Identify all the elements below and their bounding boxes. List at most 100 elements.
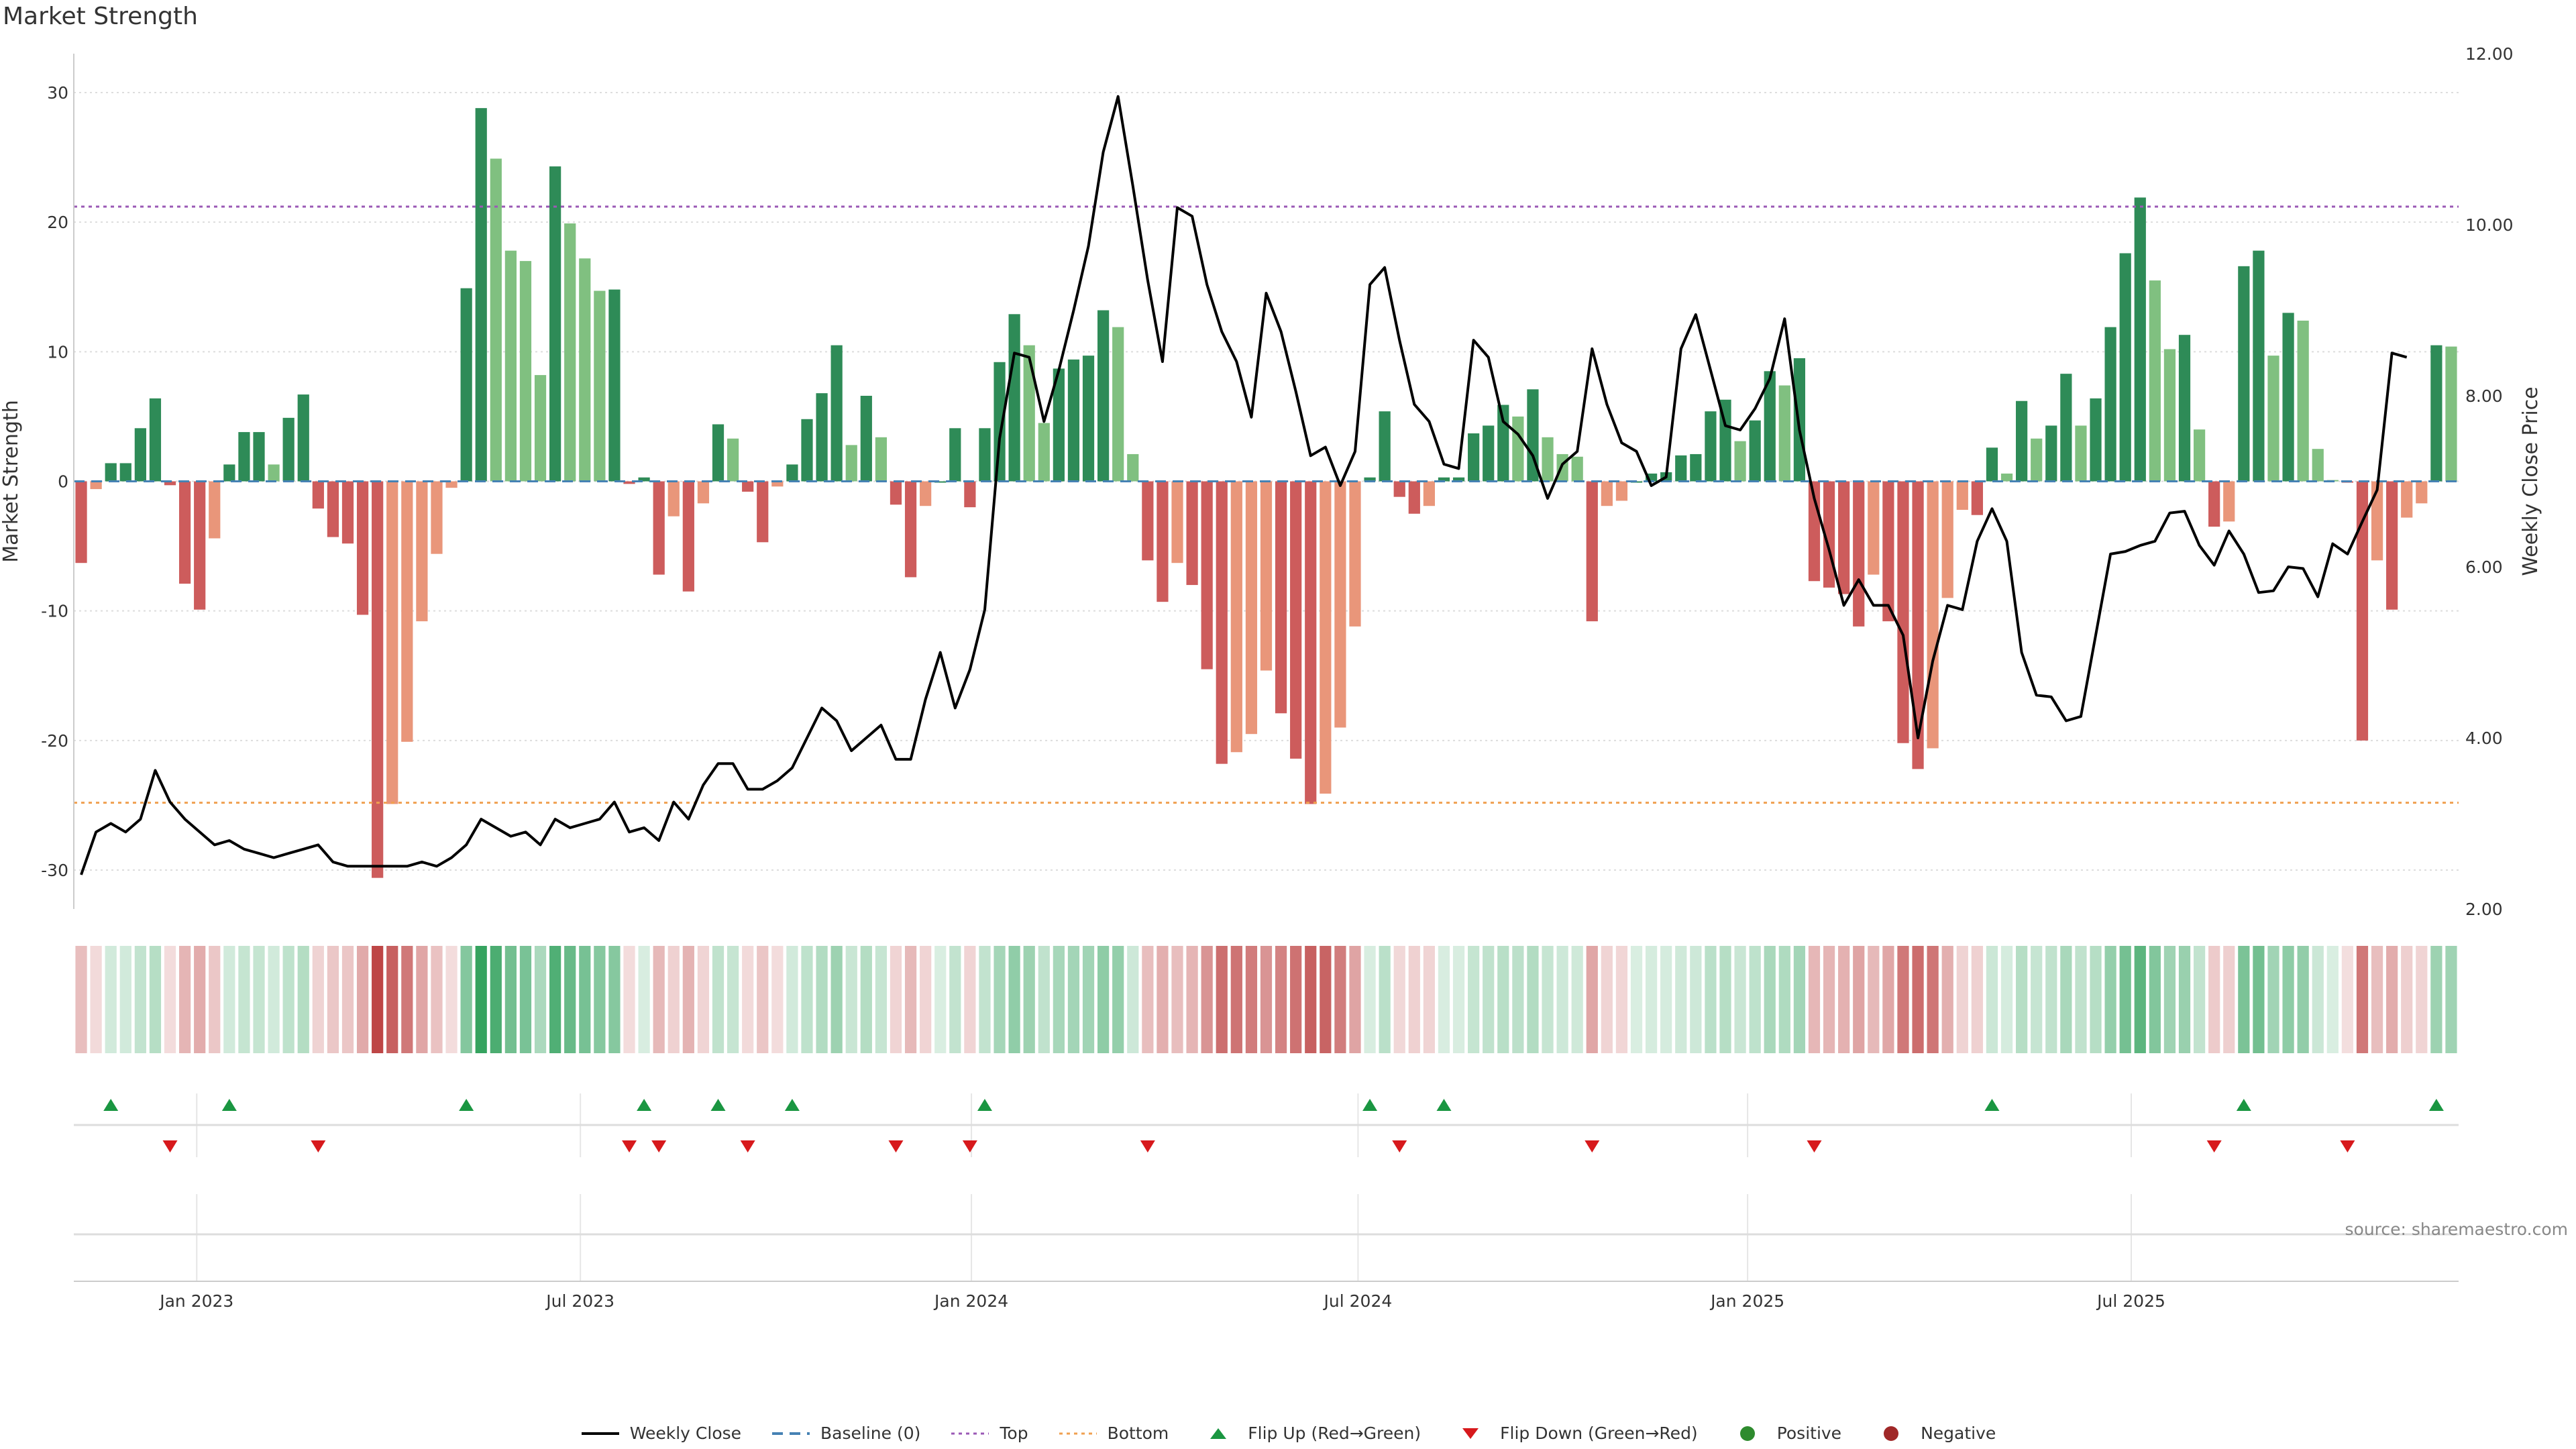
heat-cell (401, 946, 413, 1053)
heat-cell (1690, 946, 1702, 1053)
strength-bar (830, 345, 843, 482)
heat-cell (119, 946, 131, 1053)
heat-cell (1497, 946, 1509, 1053)
strength-bar (920, 481, 932, 506)
heat-cell (2134, 946, 2146, 1053)
strength-bar (623, 481, 635, 484)
heat-cell (475, 946, 487, 1053)
y2-tick-label: 2.00 (2465, 900, 2503, 919)
strength-bar (1320, 481, 1332, 794)
strength-bar (608, 289, 621, 482)
strength-bar (1986, 447, 1998, 482)
heat-cell (372, 946, 384, 1053)
heat-cell (1956, 946, 1968, 1053)
legend-item-line: Weekly Close (580, 1424, 741, 1443)
heat-cell (579, 946, 591, 1053)
flip-down-marker (1807, 1140, 1822, 1152)
strength-bar (282, 417, 294, 482)
heat-cell (1334, 946, 1346, 1053)
legend-swatch (1739, 1426, 1755, 1441)
heat-cell (697, 946, 710, 1053)
strength-bar (1690, 453, 1702, 482)
strength-bar (579, 258, 591, 482)
strength-bar (1468, 433, 1480, 482)
heat-cell (297, 946, 309, 1053)
strength-bar (1023, 345, 1035, 482)
heat-cell (519, 946, 532, 1053)
heat-cell (594, 946, 606, 1053)
strength-bar (1941, 481, 1953, 598)
strength-bar (149, 398, 162, 482)
heat-cell (504, 946, 517, 1053)
heat-cell (2000, 946, 2013, 1053)
heat-cell (564, 946, 576, 1053)
heat-cell (253, 946, 265, 1053)
strength-bar (238, 432, 250, 482)
heat-cell (1186, 946, 1198, 1053)
heat-cell (416, 946, 428, 1053)
y-tick-label: 30 (47, 83, 68, 103)
legend-item-up: Flip Up (Red→Green) (1198, 1424, 1421, 1443)
heat-cell (1423, 946, 1435, 1053)
flip-up-marker (2236, 1099, 2251, 1111)
heat-cell (934, 946, 947, 1053)
heat-cell (2016, 946, 2028, 1053)
heat-cell (1630, 946, 1643, 1053)
legend-item-down: Flip Down (Green→Red) (1450, 1424, 1698, 1443)
strength-bar (934, 481, 947, 483)
heat-cell (1749, 946, 1761, 1053)
strength-bar (1379, 411, 1391, 482)
flip-up-marker (637, 1099, 652, 1111)
strength-bar (1245, 481, 1258, 735)
flip-down-marker (2206, 1140, 2222, 1152)
legend-swatch (1210, 1428, 1227, 1439)
strength-bar (2045, 425, 2057, 482)
heat-cell (534, 946, 547, 1053)
heat-cell (1853, 946, 1865, 1053)
strength-bar (697, 481, 710, 504)
heat-cell (2208, 946, 2220, 1053)
heat-cell (2326, 946, 2339, 1053)
heat-cell (1778, 946, 1790, 1053)
heat-cell (1734, 946, 1746, 1053)
strength-bar (816, 393, 828, 482)
flip-down-marker (888, 1140, 904, 1152)
strength-bar (1956, 481, 1968, 510)
heat-cell (2163, 946, 2176, 1053)
level-lines (74, 205, 2459, 804)
legend-swatch (1884, 1426, 1899, 1441)
heat-cell (1260, 946, 1273, 1053)
strength-bar (431, 481, 443, 554)
gridlines (74, 91, 2459, 1281)
heat-cell (1986, 946, 1998, 1053)
strength-bar (445, 481, 458, 488)
flip-up-marker (1436, 1099, 1452, 1111)
heat-cell (2371, 946, 2383, 1053)
strength-bar (1216, 481, 1228, 764)
strength-bar (757, 481, 769, 543)
x-tick-label: Jul 2025 (2096, 1291, 2165, 1311)
heat-cell (2312, 946, 2324, 1053)
heat-cell (920, 946, 932, 1053)
heat-cell (2416, 946, 2428, 1053)
heat-cell (1808, 946, 1821, 1053)
flip-up-marker (977, 1099, 992, 1111)
legend-label: Weekly Close (629, 1424, 742, 1443)
heat-cell (830, 946, 843, 1053)
y-axis-title: Market Strength (0, 400, 23, 562)
legend-item-neg: Negative (1871, 1424, 1996, 1443)
heat-cell (1793, 946, 1806, 1053)
strength-bar (1142, 481, 1154, 561)
legend: Weekly Close Baseline (0) Top Bottom Flip Up… (0, 1424, 2576, 1443)
heat-cell (979, 946, 991, 1053)
strength-bar (1452, 477, 1465, 482)
heat-cell (178, 946, 191, 1053)
strength-bar (1838, 481, 1850, 594)
strength-bar (312, 481, 324, 509)
weekly-close-line (80, 95, 2408, 875)
heat-cell (1512, 946, 1524, 1053)
strength-bar (1260, 481, 1273, 671)
y-tick-label: -10 (41, 602, 68, 621)
strength-bar (2401, 481, 2413, 518)
strength-bar (194, 481, 206, 610)
